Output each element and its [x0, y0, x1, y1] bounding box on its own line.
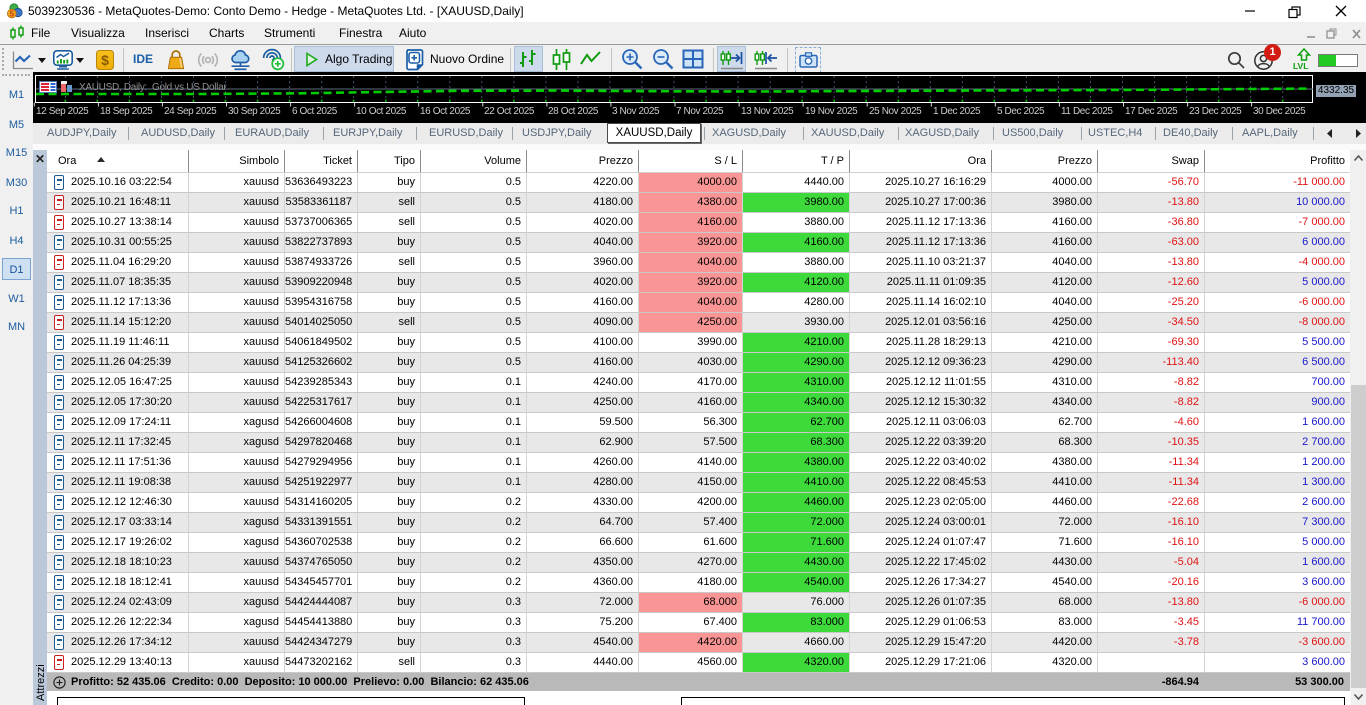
svg-text:Attrezzi: Attrezzi — [35, 664, 47, 701]
svg-text:5: 5 — [10, 10, 15, 19]
